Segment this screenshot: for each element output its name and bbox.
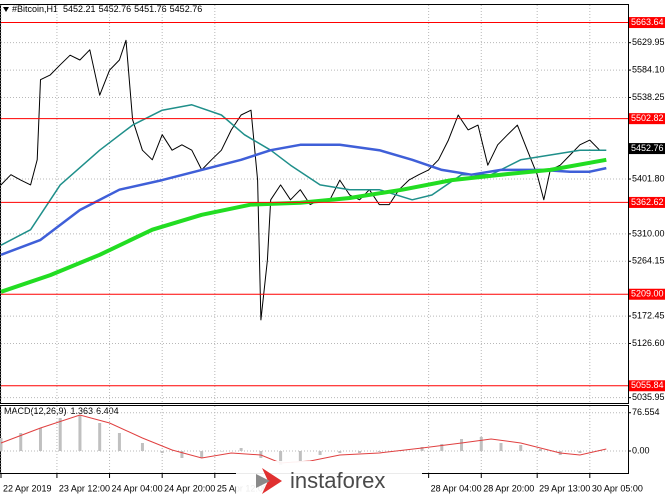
macd-bar — [460, 439, 464, 451]
macd-bar — [279, 451, 283, 465]
watermark-text: instaforex — [290, 468, 385, 493]
ohlc-close: 5452.76 — [170, 4, 203, 14]
watermark: instaforex — [236, 461, 422, 499]
level-label: 5055.84 — [631, 380, 664, 390]
level-label-box — [629, 113, 665, 125]
macd-bar — [200, 451, 204, 458]
watermark-icon-shadow — [256, 474, 270, 488]
last-price-label: 5452.76 — [631, 143, 664, 153]
y-tick-label: 5538.25 — [632, 92, 665, 102]
x-tick-label: 24 Apr 04:00 — [112, 483, 163, 493]
x-tick-label: 23 Apr 12:00 — [59, 483, 110, 493]
macd-bar — [338, 451, 342, 453]
level-label-box — [629, 288, 665, 300]
macd-bar — [98, 423, 102, 451]
x-tick-label: 22 Apr 2019 — [3, 483, 52, 493]
macd-bar — [19, 433, 23, 451]
macd-bar — [0, 438, 3, 451]
y-tick-label: 5126.60 — [632, 338, 665, 348]
macd-bar — [420, 447, 424, 451]
macd-bar — [479, 437, 483, 451]
macd-bar — [160, 451, 164, 453]
macd-main: 1.363 — [71, 406, 94, 416]
y-tick-label: 0.00 — [632, 445, 650, 455]
chart-title: #Bitcoin,H1 5452.21 5452.76 5451.76 5452.76 — [12, 4, 202, 14]
macd-bar — [440, 444, 444, 451]
level-label: 5663.64 — [631, 17, 664, 27]
macd-bar — [578, 451, 582, 453]
macd-bar — [377, 451, 381, 452]
y-tick-label: 76.554 — [632, 407, 660, 417]
macd-bar — [180, 451, 184, 458]
watermark-icon — [262, 468, 282, 494]
ohlc-open: 5452.21 — [63, 4, 96, 14]
watermark-box — [236, 461, 422, 499]
level-label-box — [629, 380, 665, 392]
macd-bar — [58, 418, 62, 451]
last-price-box — [629, 143, 665, 155]
level-label: 5209.00 — [631, 289, 664, 299]
price-line — [0, 104, 607, 246]
ohlc-low: 5451.76 — [134, 4, 167, 14]
y-tick-label: 5584.10 — [632, 64, 665, 74]
macd-signal: 6.404 — [96, 406, 119, 416]
macd-bar — [499, 443, 503, 451]
macd-bar — [239, 448, 243, 451]
x-tick-label: 28 Apr 04:00 — [431, 483, 482, 493]
x-tick-label: 24 Apr 20:00 — [164, 483, 215, 493]
macd-title: MACD(12,26,9) 1.363 6.404 — [4, 406, 119, 416]
macd-bar — [219, 451, 223, 452]
macd-bar — [318, 451, 322, 455]
macd-bar — [38, 428, 42, 451]
y-tick-label: 5264.15 — [632, 256, 665, 266]
x-tick-label: 30 Apr 05:00 — [592, 483, 643, 493]
x-tick-label: 28 Apr 20:00 — [483, 483, 534, 493]
macd-bar — [117, 433, 121, 451]
ohlc-high: 5452.76 — [99, 4, 132, 14]
y-tick-label: 5310.00 — [632, 228, 665, 238]
level-label: 5502.82 — [631, 113, 664, 123]
symbol-icon — [3, 7, 9, 12]
price-line — [0, 39, 601, 321]
macd-bar — [358, 451, 362, 453]
x-tick-label: 29 Apr 13:00 — [539, 483, 590, 493]
y-tick-label: 5401.80 — [632, 173, 665, 183]
macd-bar — [519, 445, 523, 451]
macd-name: MACD(12,26,9) — [4, 406, 67, 416]
plot: 5629.95 5584.10 5538.25 5401.80 5310.00 5264.… — [0, 5, 665, 493]
symbol: #Bitcoin,H1 — [12, 4, 58, 14]
level-label-box — [629, 196, 665, 208]
macd-bar — [78, 415, 82, 451]
y-tick-label: 5172.45 — [632, 310, 665, 320]
y-tick-label: 5629.95 — [632, 37, 665, 47]
level-label: 5362.62 — [631, 197, 664, 207]
macd-bar — [538, 449, 542, 451]
macd-bar — [140, 443, 144, 451]
y-tick-label: 5035.95 — [632, 392, 665, 402]
macd-bar — [298, 451, 302, 461]
level-label-box — [629, 17, 665, 29]
